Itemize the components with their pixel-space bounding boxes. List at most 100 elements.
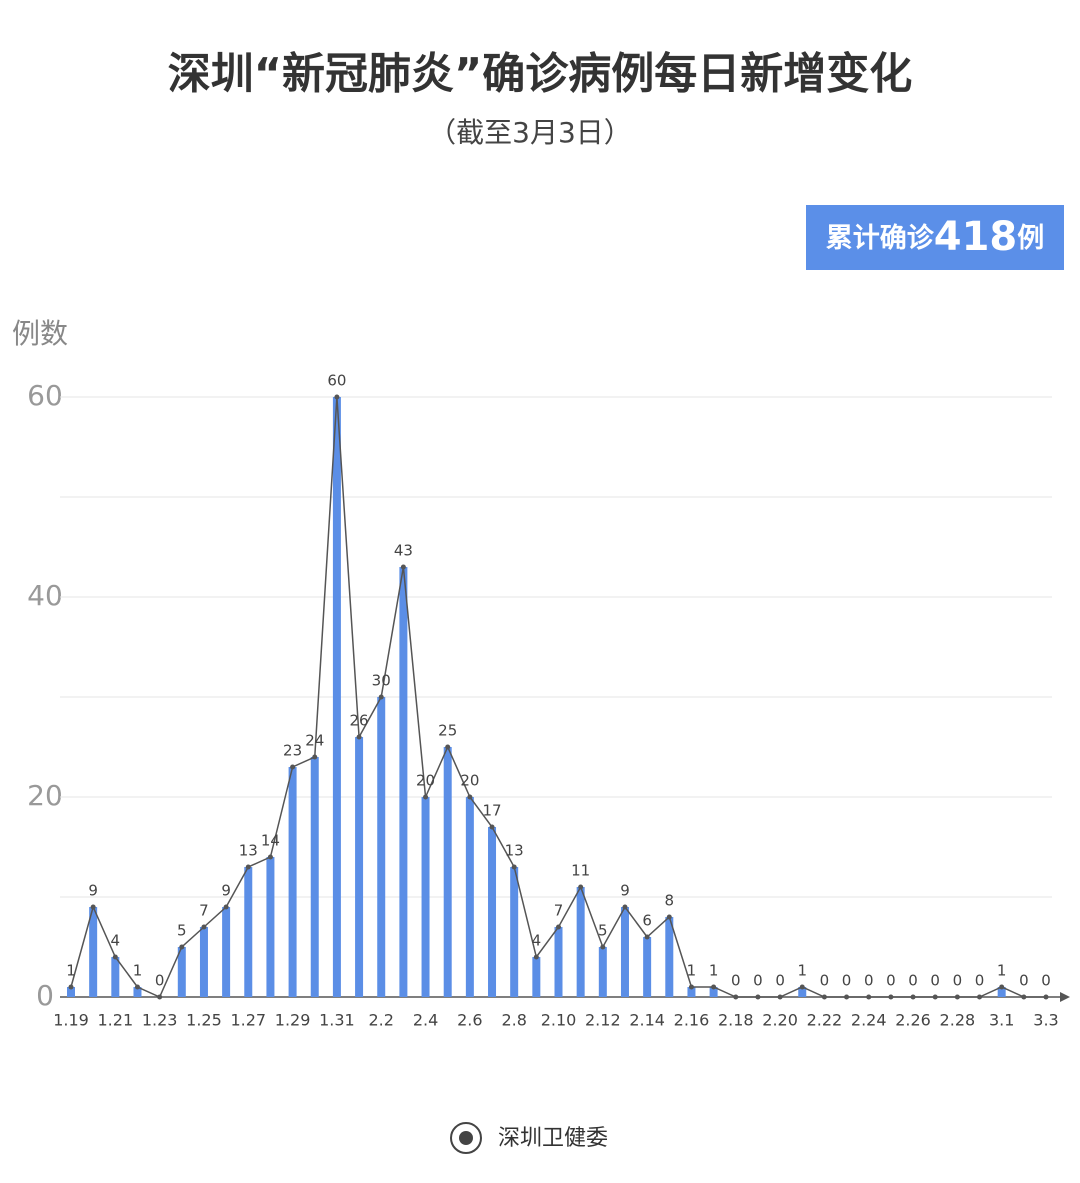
value-label: 0 — [155, 972, 165, 990]
point — [755, 994, 761, 1000]
bar — [288, 767, 297, 997]
point — [312, 754, 318, 760]
bar — [133, 987, 142, 997]
bar — [332, 397, 341, 997]
value-label: 8 — [665, 892, 675, 910]
x-tick-label: 2.2 — [369, 1011, 394, 1030]
bar — [310, 757, 319, 997]
value-label: 0 — [775, 972, 785, 990]
point — [90, 904, 96, 910]
x-tick-label: 2.6 — [457, 1011, 482, 1030]
x-tick-label: 2.14 — [629, 1011, 665, 1030]
bar — [510, 867, 519, 997]
point — [423, 794, 429, 800]
point — [1021, 994, 1027, 1000]
bar — [687, 987, 696, 997]
point — [821, 994, 827, 1000]
point — [999, 984, 1005, 990]
value-label: 20 — [460, 772, 479, 790]
value-label: 26 — [350, 712, 369, 730]
bar — [67, 987, 75, 997]
bar — [111, 957, 120, 997]
x-tick-label: 2.24 — [851, 1011, 887, 1030]
value-label: 0 — [1041, 972, 1051, 990]
bar — [199, 927, 208, 997]
bar — [89, 907, 98, 997]
source: 深圳卫健委 — [498, 1126, 608, 1151]
point — [777, 994, 783, 1000]
y-tick-label: 0 — [36, 979, 54, 1012]
value-label: 9 — [221, 882, 231, 900]
point — [68, 984, 74, 990]
badge-text: 累计确诊418例 — [826, 214, 1045, 260]
bar — [709, 987, 718, 997]
value-label: 13 — [505, 842, 524, 860]
chart-title: 深圳“新冠肺炎”确诊病例每日新增变化 — [168, 50, 913, 100]
value-label: 13 — [239, 842, 258, 860]
point — [954, 994, 960, 1000]
value-label: 6 — [642, 912, 652, 930]
value-label: 9 — [88, 882, 98, 900]
value-label: 0 — [842, 972, 852, 990]
bar — [443, 747, 452, 997]
source-icon-inner — [459, 1131, 473, 1145]
value-label: 23 — [283, 742, 302, 760]
value-label: 0 — [864, 972, 874, 990]
value-label: 17 — [482, 802, 501, 820]
point — [223, 904, 229, 910]
bar — [355, 737, 364, 997]
point — [201, 924, 207, 930]
point — [888, 994, 894, 1000]
y-tick-label: 20 — [27, 779, 63, 812]
bar — [997, 987, 1006, 997]
bar — [798, 987, 807, 997]
point — [666, 914, 672, 920]
badge-value: 418 — [934, 214, 1018, 260]
point — [866, 994, 872, 1000]
value-label: 5 — [177, 922, 187, 940]
value-label: 0 — [820, 972, 830, 990]
value-label: 20 — [416, 772, 435, 790]
value-label: 1 — [687, 962, 697, 980]
x-tick-label: 3.1 — [989, 1011, 1014, 1030]
value-label: 11 — [571, 862, 590, 880]
point — [578, 884, 584, 890]
badge — [806, 205, 1064, 270]
bar — [576, 887, 585, 997]
value-label: 0 — [753, 972, 763, 990]
point — [556, 924, 561, 930]
bar — [643, 937, 652, 997]
bar — [266, 857, 275, 997]
badge-prefix: 累计确诊 — [826, 222, 935, 254]
x-tick-label: 1.27 — [230, 1011, 266, 1030]
x-tick-label: 2.8 — [501, 1011, 526, 1030]
point — [622, 904, 628, 910]
point — [844, 994, 850, 1000]
x-tick-label: 2.18 — [718, 1011, 754, 1030]
value-label: 7 — [554, 902, 564, 920]
point — [644, 934, 650, 940]
value-label: 25 — [438, 722, 457, 740]
value-label: 0 — [908, 972, 918, 990]
value-label: 43 — [394, 542, 413, 560]
point — [445, 744, 451, 750]
value-label: 4 — [532, 932, 542, 950]
y-tick-label: 60 — [27, 379, 63, 412]
point — [511, 864, 517, 870]
point — [378, 694, 384, 700]
point — [290, 764, 296, 770]
badge-suffix: 例 — [1017, 223, 1044, 254]
point — [334, 394, 340, 400]
bar — [377, 697, 386, 997]
x-tick-label: 2.12 — [585, 1011, 621, 1030]
value-label: 4 — [111, 932, 121, 950]
bar — [488, 827, 497, 997]
bar — [665, 917, 674, 997]
x-tick-label: 3.3 — [1033, 1011, 1058, 1030]
value-label: 14 — [261, 832, 280, 850]
point — [910, 994, 916, 1000]
value-label: 0 — [930, 972, 940, 990]
point — [799, 984, 805, 990]
